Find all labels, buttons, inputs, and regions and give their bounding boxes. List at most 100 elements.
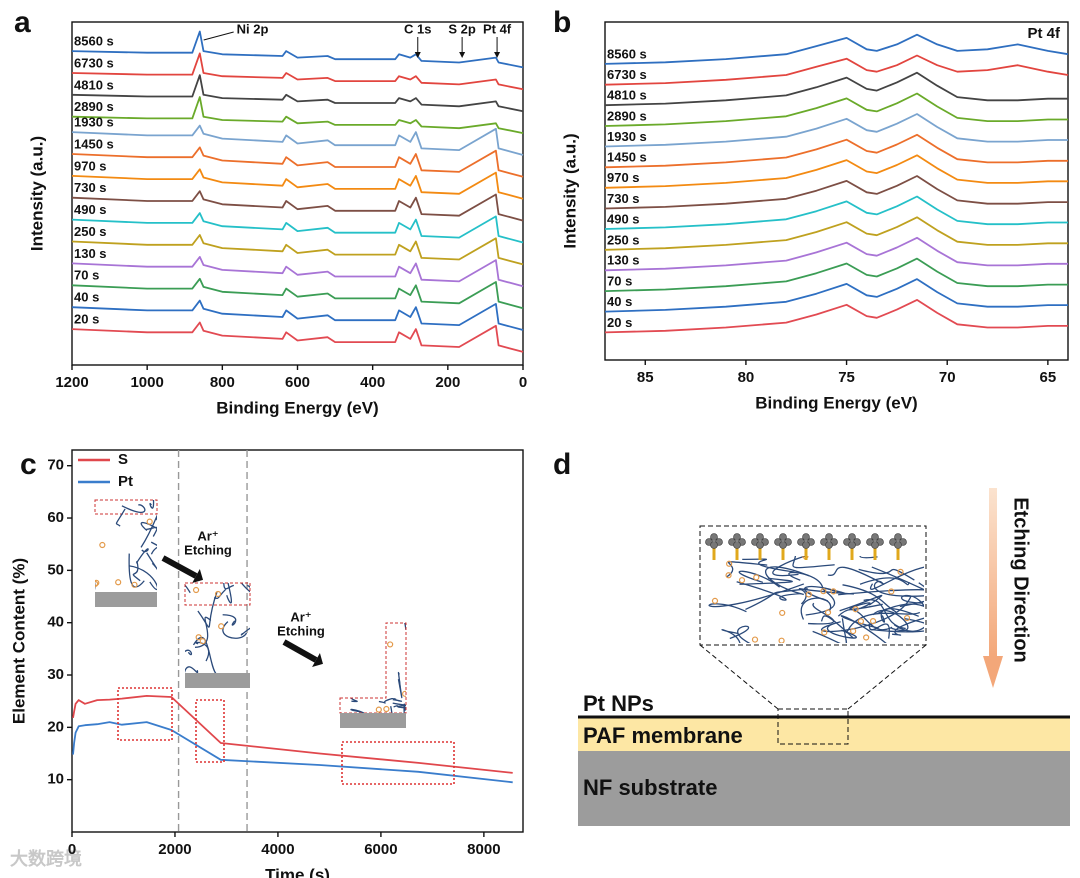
network [185,583,250,673]
x-axis-label: Binding Energy (eV) [755,393,917,412]
site [214,590,222,598]
layer-label: Pt NPs [583,691,654,716]
site [869,617,877,625]
series-label: 490 s [607,211,640,226]
series-line [71,212,524,244]
x-tick-label: 80 [738,369,755,386]
x-tick-label: 1200 [55,374,88,391]
site [897,568,904,575]
polymer-chain [869,617,924,633]
series-line [604,154,1068,189]
polymer-chain [726,561,768,578]
polymer-chain [772,556,808,577]
x-tick-label: 1000 [130,374,163,391]
polymer-chain [390,706,393,713]
series-line [604,175,1068,210]
site [725,572,732,579]
site [375,706,382,713]
series-line [71,74,524,113]
nf-layer [578,751,1070,826]
series-label: 970 s [74,158,107,173]
x-tick-label: 8000 [467,841,500,858]
site [383,705,390,713]
annotation: S 2p [448,21,476,36]
series-label: 250 s [607,232,640,247]
pt-particle [802,541,810,549]
polymer-chain [892,617,924,636]
etch-arrow [161,555,198,579]
polymer-chain [226,583,233,604]
series-line [604,54,1069,86]
polymer-chain [721,629,741,643]
series-label: 20 s [74,312,99,327]
site [199,638,206,645]
series-line [72,721,513,784]
series-line [604,113,1068,148]
x-tick-label: 400 [360,374,385,391]
series-line [604,133,1068,169]
site [903,614,911,622]
pt-particle [894,541,902,549]
site [146,518,153,525]
panel-letter: d [553,448,571,481]
series-label: 130 s [74,246,107,261]
y-tick-label: 50 [47,561,64,578]
site [857,618,865,625]
annotation: Ar⁺ [197,528,218,543]
polymer-chain [738,570,781,588]
x-tick-label: 6000 [364,841,397,858]
polymer-chain [135,548,149,564]
series-line [71,234,524,266]
plot-frame [604,21,1069,361]
series-line [71,96,524,134]
polymer-chain [213,588,227,600]
polymer-chain [150,541,157,555]
polymer-chain [803,585,839,602]
series-label: 730 s [74,180,107,195]
pt-particle [756,533,764,541]
series-label: 970 s [607,170,640,185]
layer-label: NF substrate [583,775,717,800]
site [131,581,138,588]
series-line [71,168,524,200]
annotation-arrow-head [414,52,421,58]
series-label: 4810 s [74,77,114,92]
x-tick-label: 2000 [158,841,191,858]
inset-top [94,499,158,515]
polymer-chain [392,698,403,702]
polymer-chain [350,698,358,703]
y-tick-label: 20 [47,718,64,735]
plot-frame [71,449,524,833]
site [863,634,870,641]
polymer-chain [859,556,878,559]
pt-particle [848,541,856,549]
polymer-chain [729,625,751,643]
polymer-chain [788,571,824,590]
x-tick-label: 0 [68,841,76,858]
site [195,634,202,641]
polymer-chain [378,698,397,704]
polymer-chain [115,508,126,527]
polymer-chain [145,526,157,537]
series-line [71,277,524,310]
series-label: 40 s [607,294,632,309]
polymer-chain [185,666,199,673]
etch-arrow [282,639,318,663]
series-line [71,255,524,288]
annotation: Pt 4f [1027,25,1061,42]
polymer-chain [798,588,854,605]
site [824,609,832,616]
network [350,698,406,713]
inset-base [185,673,250,688]
pt-particle [825,541,833,549]
pt-particle [733,533,741,541]
series-label: 6730 s [74,55,114,70]
polymer-chain [792,556,835,569]
series-label: 70 s [74,268,99,283]
zoom-line [699,644,779,710]
legend-label: S [118,451,128,468]
site [726,560,733,567]
site [850,627,857,635]
annotation: Etching [277,623,325,638]
